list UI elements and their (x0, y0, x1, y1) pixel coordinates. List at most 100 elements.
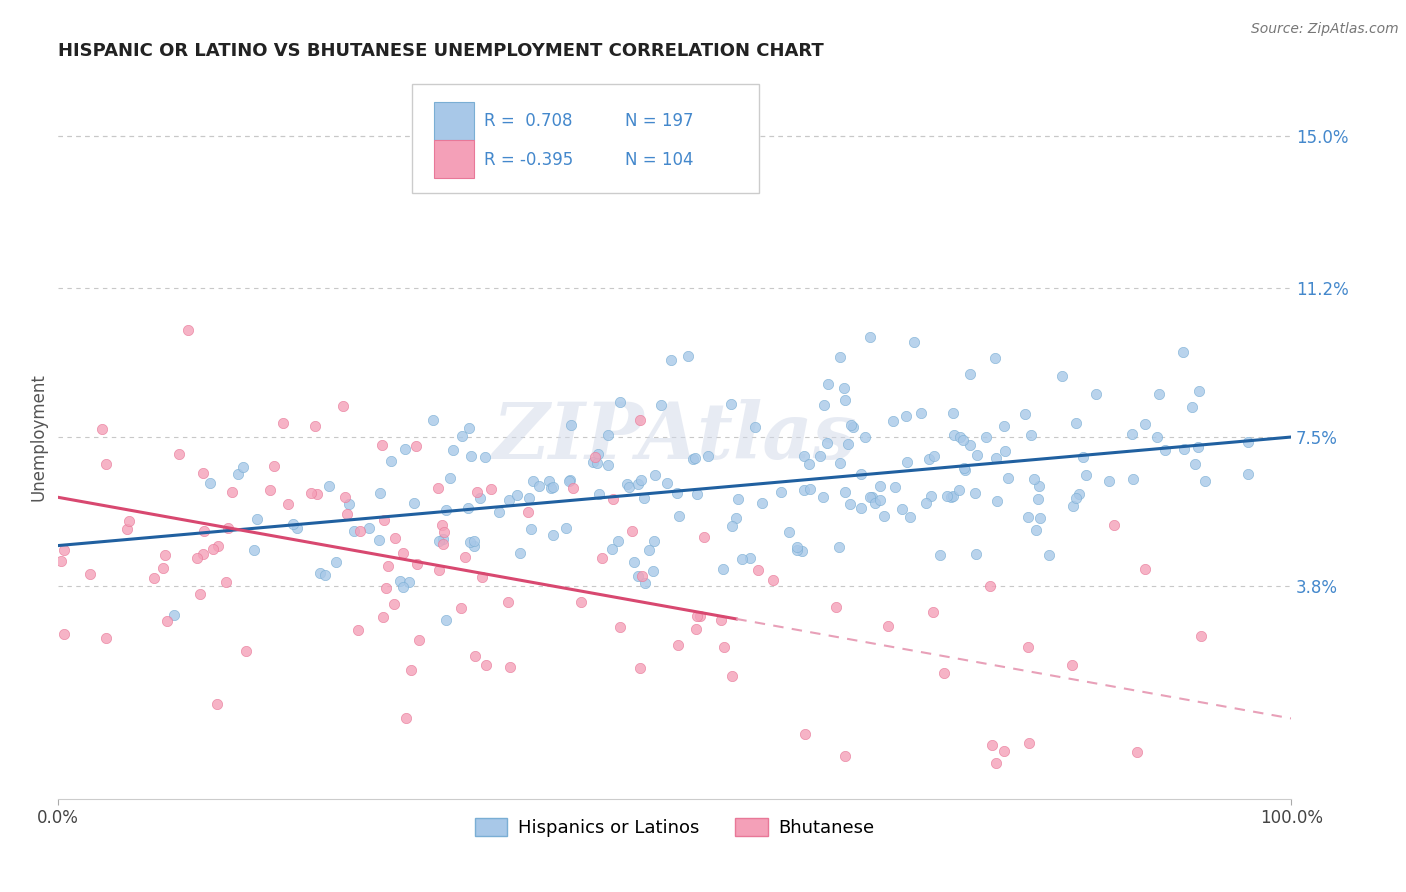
Point (898, 510, 921, 524)
Point (454, 549, 477, 564)
Point (834, 393, 856, 408)
Point (450, 601, 472, 615)
Point (965, 485, 987, 500)
Point (952, 433, 974, 447)
Text: R = -0.395: R = -0.395 (484, 151, 572, 169)
Point (468, 491, 491, 505)
Point (948, 483, 970, 498)
Point (659, 352, 682, 367)
Point (463, 533, 485, 548)
Point (560, 473, 582, 487)
Point (834, 749, 856, 764)
Point (623, 555, 645, 569)
Point (246, 512, 269, 526)
Point (392, 546, 415, 560)
Point (986, 494, 1008, 508)
Point (380, 454, 402, 468)
Point (422, 413, 444, 427)
Point (997, 471, 1019, 485)
Point (277, 497, 299, 511)
Point (793, 449, 815, 463)
Point (464, 649, 486, 664)
Point (769, 484, 792, 499)
Point (374, 581, 396, 595)
Point (588, 486, 610, 500)
Point (949, 430, 972, 444)
Point (644, 467, 666, 482)
Point (914, 495, 936, 509)
Point (430, 518, 453, 533)
Point (221, 485, 243, 500)
Point (94, 457, 117, 471)
Point (384, 531, 406, 545)
Point (872, 509, 894, 524)
Point (602, 492, 624, 507)
Point (713, 640, 735, 655)
Text: Source: ZipAtlas.com: Source: ZipAtlas.com (1251, 22, 1399, 37)
Point (828, 540, 851, 554)
Point (115, 522, 138, 536)
Point (778, 525, 800, 540)
Point (53, 543, 76, 558)
Point (155, 614, 177, 628)
Point (499, 660, 522, 674)
Point (994, 444, 1017, 458)
FancyBboxPatch shape (434, 140, 474, 178)
Point (939, 490, 962, 504)
Point (838, 497, 860, 511)
Point (347, 623, 370, 637)
Point (842, 420, 865, 434)
Point (825, 599, 848, 614)
Point (471, 570, 494, 584)
Point (894, 409, 917, 423)
FancyBboxPatch shape (412, 84, 758, 194)
Point (163, 607, 186, 622)
Point (458, 534, 481, 549)
Point (676, 349, 699, 363)
Point (984, 450, 1007, 465)
Point (1122, 472, 1144, 486)
Point (405, 439, 427, 453)
Point (815, 436, 838, 450)
Point (235, 644, 257, 658)
Point (467, 484, 489, 499)
Point (903, 334, 925, 349)
Point (432, 537, 454, 551)
Point (432, 524, 454, 539)
Point (541, 527, 564, 541)
Point (666, 486, 689, 500)
Point (865, 496, 887, 510)
Point (643, 534, 665, 549)
Point (693, 530, 716, 544)
Point (834, 485, 856, 500)
Point (540, 481, 562, 495)
Point (52, 627, 75, 641)
Point (596, 458, 619, 472)
Point (974, 430, 997, 444)
Point (1074, 468, 1097, 483)
Point (1181, 400, 1204, 414)
Point (731, 552, 754, 566)
Point (853, 430, 876, 444)
Point (811, 490, 834, 504)
Point (96, 631, 118, 645)
Point (609, 620, 631, 634)
Point (142, 571, 165, 585)
Point (851, 467, 873, 481)
Point (993, 418, 1015, 433)
Point (207, 697, 229, 711)
Point (398, 574, 420, 589)
Point (869, 493, 891, 508)
Point (529, 479, 551, 493)
Point (860, 490, 883, 504)
Point (217, 521, 239, 535)
Point (152, 561, 174, 575)
Point (1060, 658, 1083, 673)
Point (849, 500, 872, 515)
Point (634, 576, 657, 591)
Point (935, 489, 957, 503)
Point (522, 474, 544, 488)
Point (817, 377, 839, 392)
Point (408, 632, 430, 647)
Point (392, 580, 415, 594)
